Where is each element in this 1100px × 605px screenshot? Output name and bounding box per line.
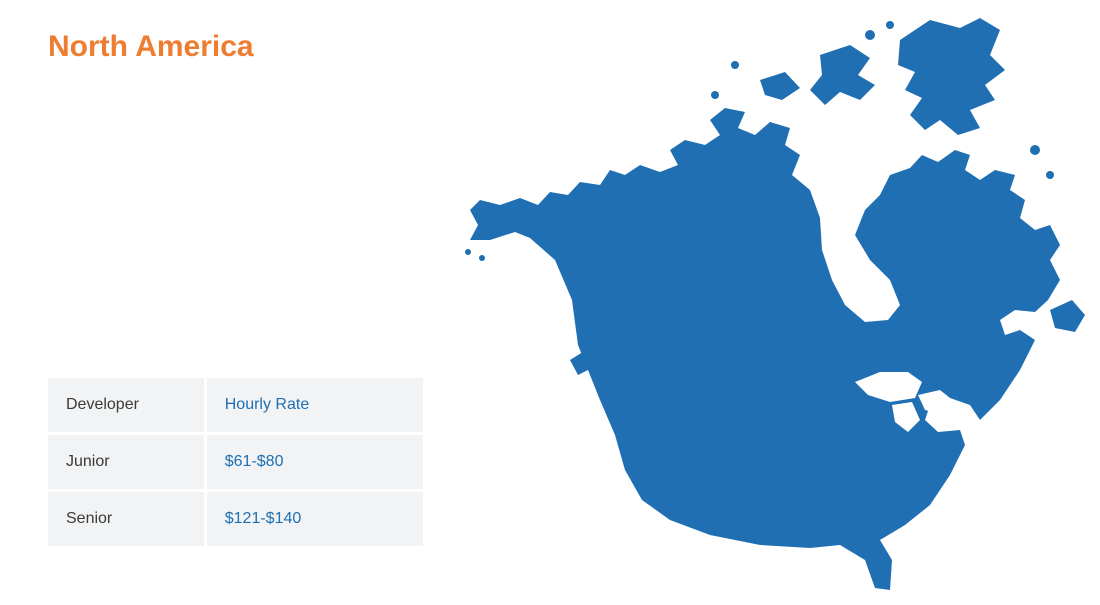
col-header-rate: Hourly Rate [207,378,426,435]
rate-table: Developer Hourly Rate Junior $61-$80 Sen… [48,378,426,549]
row-value: $61-$80 [207,435,426,492]
col-header-developer: Developer [48,378,207,435]
row-value: $121-$140 [207,492,426,549]
map-svg [460,0,1100,600]
region-title: North America [48,30,254,64]
table-row: Junior $61-$80 [48,435,426,492]
table-header-row: Developer Hourly Rate [48,378,426,435]
table-row: Senior $121-$140 [48,492,426,549]
row-label: Senior [48,492,207,549]
north-america-map [460,0,1100,600]
row-label: Junior [48,435,207,492]
